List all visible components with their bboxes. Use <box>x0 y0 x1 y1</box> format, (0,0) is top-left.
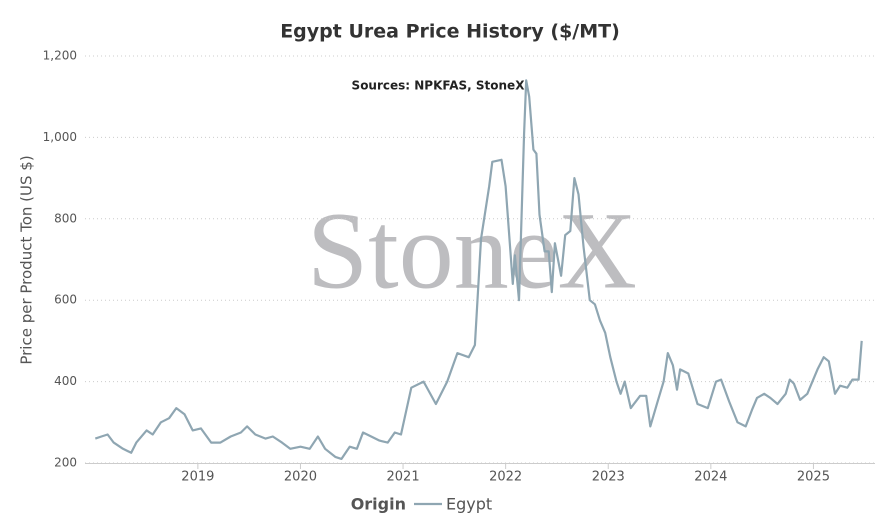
x-tick-label: 2025 <box>797 470 830 485</box>
y-tick-label: 1,000 <box>43 130 77 144</box>
x-tick-label: 2021 <box>387 470 420 485</box>
watermark: StoneX <box>307 189 637 311</box>
x-tick-label: 2019 <box>181 470 214 485</box>
y-axis-label: Price per Product Ton (US $) <box>18 155 36 364</box>
y-tick-label: 200 <box>54 456 77 470</box>
x-tick-label: 2022 <box>489 470 522 485</box>
chart-title: Egypt Urea Price History ($/MT) <box>280 21 620 43</box>
legend-title: Origin <box>351 495 406 514</box>
y-tick-label: 600 <box>54 293 77 307</box>
y-tick-label: 1,200 <box>43 49 77 63</box>
y-tick-label: 800 <box>54 211 77 225</box>
x-tick-label: 2020 <box>284 470 317 485</box>
x-tick-label: 2024 <box>694 470 727 485</box>
y-tick-label: 400 <box>54 374 77 388</box>
legend-label: Egypt <box>446 495 492 514</box>
line-series <box>94 79 863 460</box>
x-tick-label: 2023 <box>592 470 625 485</box>
chart-subtitle: Sources: NPKFAS, StoneX <box>352 79 526 93</box>
